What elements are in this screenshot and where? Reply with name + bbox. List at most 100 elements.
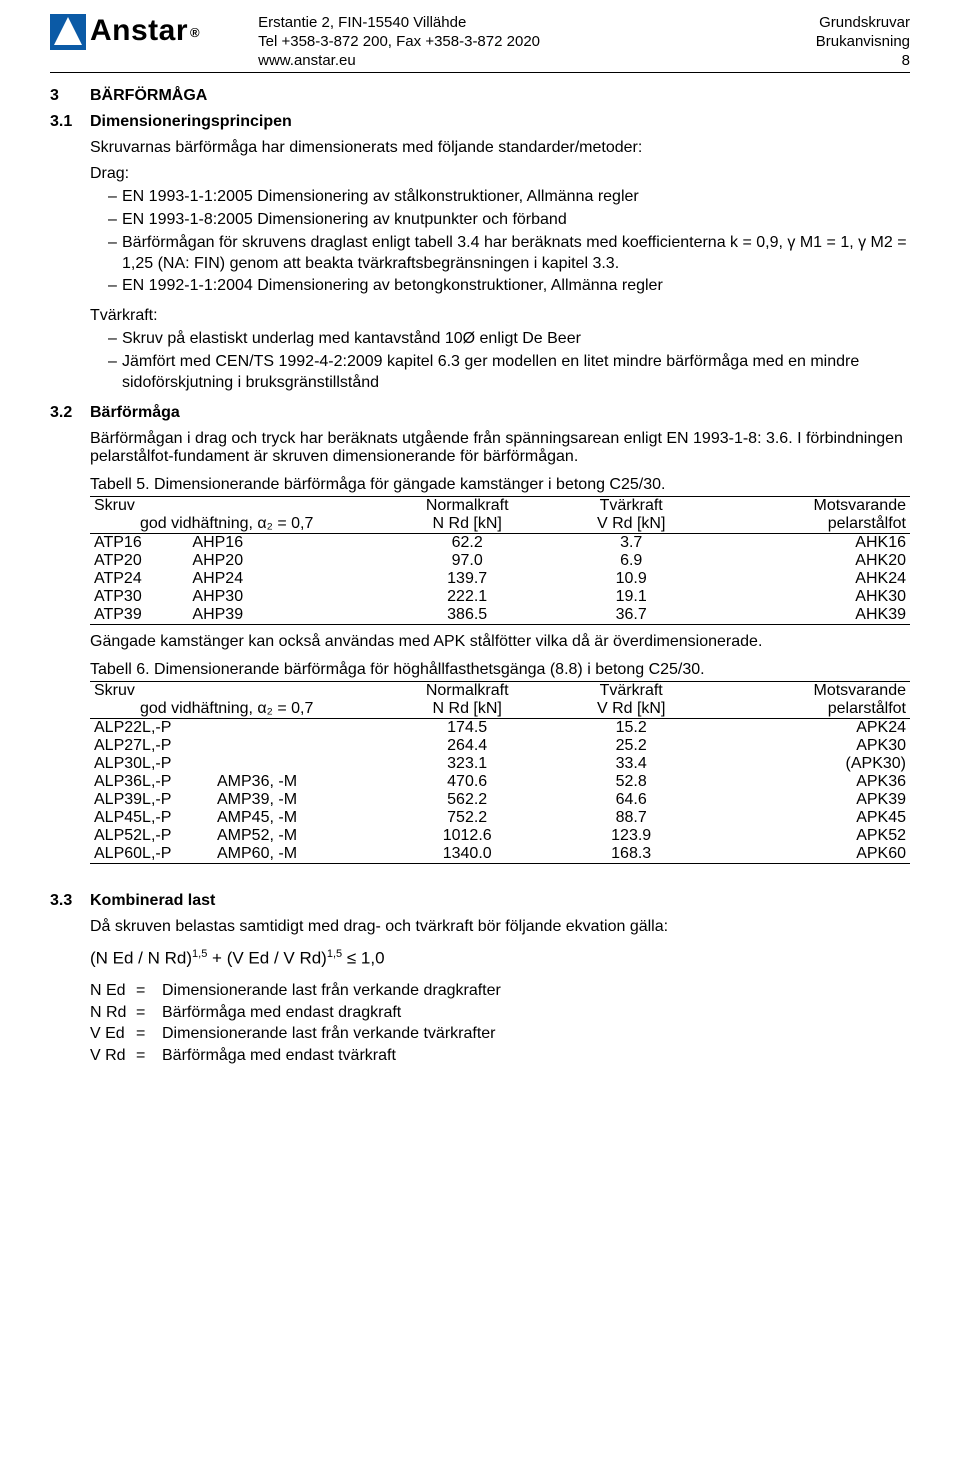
eq-plus: + [207, 948, 226, 967]
eq-rhs: (V Ed / V Rd) [227, 948, 327, 967]
t6-h-vid: god vidhäftning, α₂ = 0,7 [90, 700, 385, 719]
c: APK24 [713, 718, 910, 737]
drag-item: Bärförmågan för skruvens draglast enligt… [108, 233, 910, 275]
section-3-3: 3.3 Kombinerad last [50, 892, 910, 910]
c: APK30 [713, 737, 910, 755]
equation: (N Ed / N Rd)1,5 + (V Ed / V Rd)1,5 ≤ 1,… [90, 948, 910, 969]
c: APK39 [713, 791, 910, 809]
eq-pow2: 1,5 [327, 948, 342, 960]
section-3-2: 3.2 Bärförmåga [50, 404, 910, 422]
c: 323.1 [385, 755, 549, 773]
eqs: = [136, 1045, 154, 1067]
c: 15.2 [549, 718, 713, 737]
c: 1340.0 [385, 845, 549, 864]
section-3-num: 3 [50, 87, 68, 105]
table-row: ALP45L,-PAMP45, -M752.288.7APK45 [90, 809, 910, 827]
section-3-3-num: 3.3 [50, 892, 68, 910]
section-3-title: BÄRFÖRMÅGA [90, 87, 207, 105]
tvar-list: Skruv på elastiskt underlag med kantavst… [90, 329, 910, 393]
def-row: N Rd=Bärförmåga med endast dragkraft [90, 1002, 910, 1024]
section-3-3-title: Kombinerad last [90, 892, 215, 910]
t5-h-vid: god vidhäftning, α₂ = 0,7 [90, 515, 385, 534]
brand-text: Anstar [90, 14, 188, 47]
section-3-3-body: Då skruven belastas samtidigt med drag- … [90, 918, 910, 1067]
eqs: = [136, 980, 154, 1002]
c: ATP20 [90, 552, 188, 570]
desc: Bärförmåga med endast dragkraft [162, 1002, 401, 1024]
c: 25.2 [549, 737, 713, 755]
eq-pow1: 1,5 [192, 948, 207, 960]
section-3-1-body: Skruvarnas bärförmåga har dimensionerats… [90, 139, 910, 393]
brand-block: Anstar® [50, 14, 198, 50]
table-row: ALP60L,-PAMP60, -M1340.0168.3APK60 [90, 845, 910, 864]
symbol-defs: N Ed=Dimensionerande last från verkande … [90, 980, 910, 1066]
table-row: ATP24AHP24139.710.9AHK24 [90, 570, 910, 588]
t6-h-normal: Normalkraft [385, 681, 549, 700]
c: AHP16 [188, 533, 385, 552]
table6-head-row2: god vidhäftning, α₂ = 0,7 N Rd [kN] V Rd… [90, 700, 910, 719]
c: 470.6 [385, 773, 549, 791]
c: AHP39 [188, 606, 385, 625]
c: ALP60L,-P [90, 845, 213, 864]
s3-2-mid: Gängade kamstänger kan också användas me… [90, 633, 910, 651]
c: 222.1 [385, 588, 549, 606]
c: ALP30L,-P [90, 755, 213, 773]
drag-label: Drag: [90, 165, 910, 183]
c: 386.5 [385, 606, 549, 625]
c: AHP20 [188, 552, 385, 570]
c: AHP24 [188, 570, 385, 588]
c: 123.9 [549, 827, 713, 845]
t5-h-tvar: Tvärkraft [549, 496, 713, 515]
tvar-item: Jämfört med CEN/TS 1992-4-2:2009 kapitel… [108, 352, 910, 394]
table-row: ATP39AHP39386.536.7AHK39 [90, 606, 910, 625]
sym: V Rd [90, 1045, 128, 1067]
t5-h-skruv: Skruv [90, 496, 385, 515]
c: 52.8 [549, 773, 713, 791]
c: AMP45, -M [213, 809, 385, 827]
section-3-1-num: 3.1 [50, 113, 68, 131]
c: 62.2 [385, 533, 549, 552]
section-3-2-title: Bärförmåga [90, 404, 180, 422]
table5-head-row2: god vidhäftning, α₂ = 0,7 N Rd [kN] V Rd… [90, 515, 910, 534]
c: 6.9 [549, 552, 713, 570]
c: AHK39 [713, 606, 910, 625]
t6-h-skruv: Skruv [90, 681, 385, 700]
drag-item: EN 1992-1-1:2004 Dimensionering av beton… [108, 276, 910, 297]
desc: Bärförmåga med endast tvärkraft [162, 1045, 396, 1067]
t5-h-pelar: pelarstålfot [713, 515, 910, 534]
t6-h-pelar: pelarstålfot [713, 700, 910, 719]
sym: V Ed [90, 1023, 128, 1045]
c [213, 737, 385, 755]
page-header: Anstar® Erstantie 2, FIN-15540 Villähde … [50, 14, 910, 73]
section-3-1-title: Dimensioneringsprincipen [90, 113, 292, 131]
c: 64.6 [549, 791, 713, 809]
c: 36.7 [549, 606, 713, 625]
def-row: V Rd = Bärförmåga med endast tvärkraft [90, 1045, 910, 1067]
t5-h-vrd: V Rd [kN] [549, 515, 713, 534]
table6-caption: Tabell 6. Dimensionerande bärförmåga för… [90, 661, 910, 679]
c: APK52 [713, 827, 910, 845]
c: 264.4 [385, 737, 549, 755]
header-address: Erstantie 2, FIN-15540 Villähde Tel +358… [258, 14, 816, 70]
c: 168.3 [549, 845, 713, 864]
section-3-2-num: 3.2 [50, 404, 68, 422]
c: 19.1 [549, 588, 713, 606]
s3-3-p1: Då skruven belastas samtidigt med drag- … [90, 918, 910, 936]
c: APK45 [713, 809, 910, 827]
eqs: = [136, 1002, 154, 1024]
c: AMP39, -M [213, 791, 385, 809]
c: APK60 [713, 845, 910, 864]
c: AHK16 [713, 533, 910, 552]
table6: Skruv Normalkraft Tvärkraft Motsvarande … [90, 681, 910, 864]
c: ATP24 [90, 570, 188, 588]
t5-h-normal: Normalkraft [385, 496, 549, 515]
c: ALP27L,-P [90, 737, 213, 755]
address-line2: Tel +358-3-872 200, Fax +358-3-872 2020 [258, 33, 816, 52]
eqs: = [136, 1023, 154, 1045]
t6-h-vrd: V Rd [kN] [549, 700, 713, 719]
table-row: ALP52L,-PAMP52, -M1012.6123.9APK52 [90, 827, 910, 845]
table-row: ALP39L,-PAMP39, -M562.264.6APK39 [90, 791, 910, 809]
def-row: V Ed=Dimensionerande last från verkande … [90, 1023, 910, 1045]
c [213, 718, 385, 737]
s3-1-intro: Skruvarnas bärförmåga har dimensionerats… [90, 139, 910, 157]
